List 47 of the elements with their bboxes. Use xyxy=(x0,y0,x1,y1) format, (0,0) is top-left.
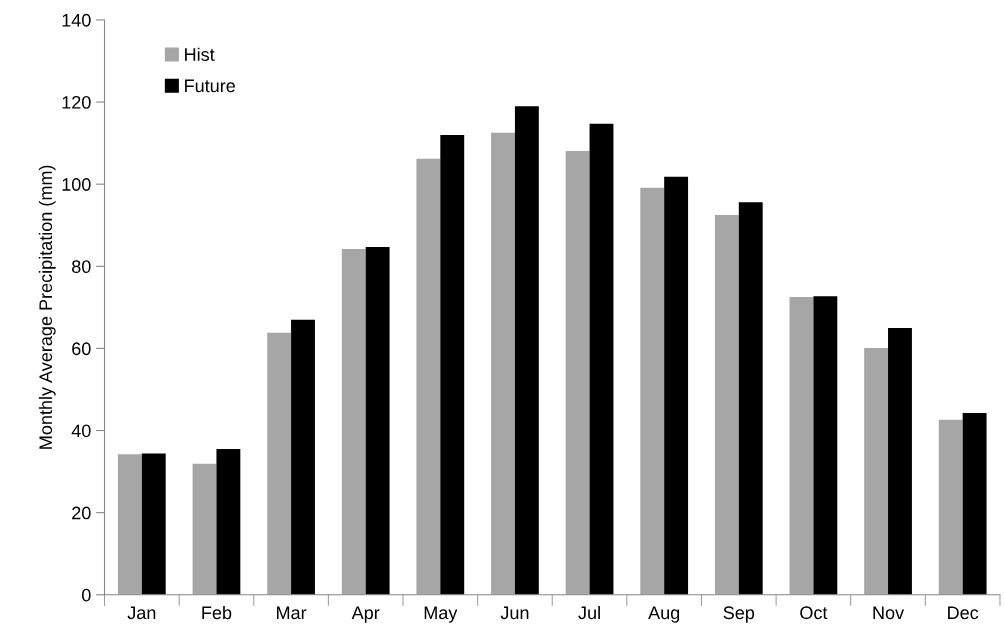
x-tick-label: Feb xyxy=(202,605,232,620)
y-tick-label: 100 xyxy=(62,178,91,191)
x-tick-label: Oct xyxy=(800,606,828,620)
x-tick-label: Jun xyxy=(500,606,529,620)
bar xyxy=(416,158,441,595)
x-tick-label: Mar xyxy=(277,606,307,620)
bar xyxy=(216,449,241,595)
x-tick-label: May xyxy=(424,606,458,623)
bar xyxy=(117,454,142,595)
bar xyxy=(291,319,315,595)
bar xyxy=(565,150,590,595)
bar xyxy=(589,123,614,595)
bar xyxy=(640,187,665,595)
bar xyxy=(365,247,390,595)
x-tick-label: Dec xyxy=(948,606,979,620)
x-tick-label: Nov xyxy=(873,606,905,620)
bar xyxy=(267,332,292,595)
bar xyxy=(141,453,166,595)
bar xyxy=(789,297,814,595)
bar xyxy=(864,348,889,595)
bar xyxy=(738,202,763,595)
bar xyxy=(514,106,539,595)
x-tick-label: Apr xyxy=(351,606,380,623)
x-tick-label: Aug xyxy=(648,606,680,623)
bar xyxy=(962,412,987,595)
bar xyxy=(714,214,739,595)
bar xyxy=(938,419,963,595)
y-tick-label: 120 xyxy=(62,95,91,109)
y-tick-label: 20 xyxy=(72,506,91,520)
y-axis-title: Monthly Average Precipitation (mm) xyxy=(38,165,56,449)
y-tick-label: 40 xyxy=(71,424,91,438)
bar xyxy=(664,176,689,595)
x-tick-label: Sep xyxy=(723,606,755,623)
legend-label: Future xyxy=(185,79,235,93)
y-tick-label: 60 xyxy=(72,342,91,356)
bar xyxy=(813,296,838,595)
legend-label: Hist xyxy=(185,47,215,61)
x-tick-label: Jul xyxy=(578,605,600,620)
bar xyxy=(192,463,217,595)
bar xyxy=(440,134,465,595)
bar xyxy=(888,327,912,595)
bar xyxy=(341,249,366,595)
bar xyxy=(491,132,515,595)
y-tick-label: 80 xyxy=(72,260,91,274)
x-tick-label: Jan xyxy=(127,606,156,620)
y-tick-label: 0 xyxy=(81,588,91,602)
y-tick-label: 140 xyxy=(62,13,91,27)
